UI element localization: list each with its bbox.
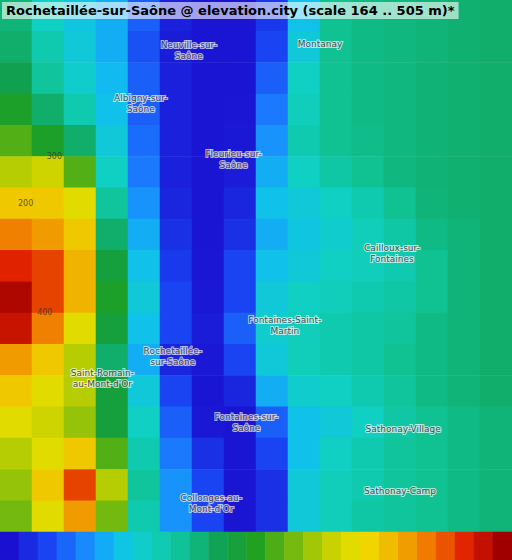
svg-text:400: 400 [37,308,52,317]
svg-text:Mont-d'Or: Mont-d'Or [189,504,234,514]
svg-text:Rochetaillée-sur-Saône @ eleva: Rochetaillée-sur-Saône @ elevation.city … [6,3,455,18]
svg-text:Collonges-au-: Collonges-au- [180,493,242,503]
svg-text:Saint-Romain-: Saint-Romain- [71,368,134,378]
svg-text:au-Mont-d'Or: au-Mont-d'Or [73,379,132,389]
svg-text:Fleurieu-sur-: Fleurieu-sur- [205,149,261,159]
svg-text:Saône: Saône [127,104,155,114]
svg-text:Fontaines-Saint-: Fontaines-Saint- [248,315,321,325]
svg-text:Saône: Saône [232,423,260,433]
svg-text:300: 300 [47,152,62,161]
svg-text:Saône: Saône [175,51,203,61]
svg-text:Martin: Martin [270,326,299,336]
svg-text:Fontaines-sur-: Fontaines-sur- [215,412,279,422]
svg-text:Neuville-sur-: Neuville-sur- [161,40,217,50]
svg-text:Rochetaillée-: Rochetaillée- [144,346,202,356]
svg-text:Sathonay-Village: Sathonay-Village [366,424,442,434]
svg-text:Sathonay-Camp: Sathonay-Camp [364,486,436,496]
svg-text:Montanay: Montanay [298,39,343,49]
svg-text:200: 200 [18,199,33,208]
svg-text:Saône: Saône [220,160,248,170]
svg-text:sur-Saône: sur-Saône [150,357,195,367]
svg-text:Fontaines: Fontaines [370,254,414,264]
svg-text:Cailloux-sur-: Cailloux-sur- [364,243,420,253]
svg-text:Albigny-sur-: Albigny-sur- [114,93,167,103]
